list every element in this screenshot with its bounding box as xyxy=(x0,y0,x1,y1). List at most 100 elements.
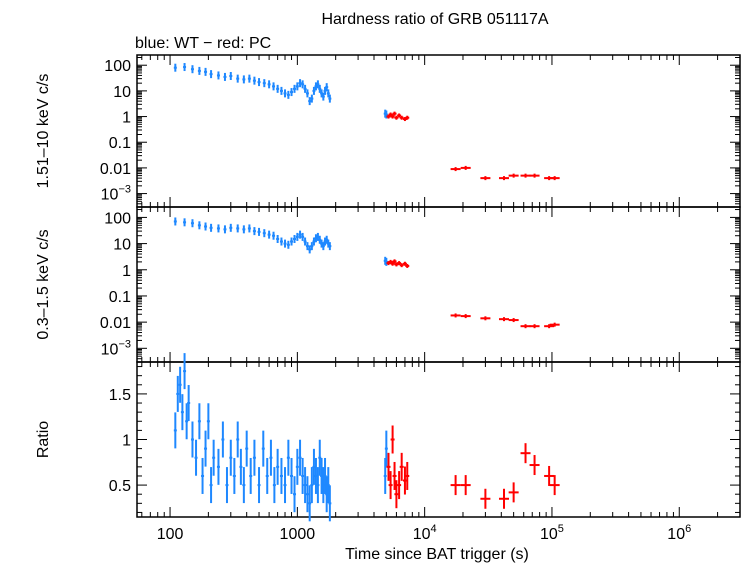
y-tick-label: 1 xyxy=(122,263,131,280)
data-point xyxy=(187,385,191,422)
series-WT xyxy=(173,63,388,119)
data-point xyxy=(460,165,471,170)
data-point xyxy=(286,439,290,476)
data-point xyxy=(326,89,330,98)
chart-title: Hardness ratio of GRB 051117A xyxy=(321,11,548,28)
data-point xyxy=(267,80,271,89)
data-point xyxy=(223,225,227,234)
data-point xyxy=(397,261,402,266)
data-point xyxy=(190,65,194,74)
data-point xyxy=(252,227,256,236)
data-point xyxy=(321,92,325,101)
data-point xyxy=(262,229,266,238)
data-point xyxy=(310,94,314,103)
data-point xyxy=(283,239,287,248)
data-point xyxy=(293,234,297,243)
data-point xyxy=(286,90,290,99)
panel-frame xyxy=(136,206,741,363)
data-point xyxy=(392,461,397,490)
data-point xyxy=(508,318,519,323)
data-point xyxy=(232,457,236,494)
y-tick-label: 100 xyxy=(104,58,131,75)
data-point xyxy=(283,467,287,504)
data-point xyxy=(279,86,283,95)
y-axis-label-soft: 0.3–1.5 keV c/s xyxy=(35,229,52,339)
data-point xyxy=(183,353,187,390)
data-point xyxy=(310,467,314,504)
data-point xyxy=(388,471,393,500)
data-point xyxy=(480,488,491,509)
data-point xyxy=(178,366,182,403)
data-point xyxy=(185,403,189,440)
data-point xyxy=(326,467,330,504)
data-point xyxy=(262,79,266,88)
data-point xyxy=(180,394,184,431)
data-point xyxy=(269,439,273,476)
data-point xyxy=(384,257,388,266)
chart-subtitle: blue: WT − red: PC xyxy=(135,35,271,52)
data-point xyxy=(229,439,233,476)
data-point xyxy=(279,237,283,246)
data-point xyxy=(394,480,399,509)
data-point xyxy=(328,242,332,251)
data-point xyxy=(190,421,194,458)
data-point xyxy=(383,457,387,494)
data-point xyxy=(229,223,233,232)
data-point xyxy=(212,439,216,476)
data-point xyxy=(390,114,395,119)
data-point xyxy=(328,485,332,522)
data-point xyxy=(252,76,256,85)
data-point xyxy=(279,457,283,494)
data-point xyxy=(323,457,327,494)
data-point xyxy=(242,467,246,504)
data-point xyxy=(247,74,251,83)
data-point xyxy=(392,111,397,116)
data-point xyxy=(276,84,280,93)
data-point xyxy=(303,467,307,504)
data-point xyxy=(242,75,246,84)
data-point xyxy=(286,240,290,249)
data-point xyxy=(318,84,322,93)
data-point xyxy=(221,421,225,458)
data-point xyxy=(272,82,276,91)
data-point xyxy=(206,403,210,440)
panel-soft: 100 10 1 0.1 0.01 10−3 0.3–1.5 keV c/s xyxy=(35,206,741,363)
data-point xyxy=(460,314,471,319)
y-tick-label: 0.1 xyxy=(109,289,131,306)
data-point xyxy=(402,261,407,266)
data-point xyxy=(508,173,519,178)
x-axis-label: Time since BAT trigger (s) xyxy=(345,546,529,563)
data-point xyxy=(529,173,540,178)
x-tick-label: 100 xyxy=(157,526,184,543)
x-tick-label: 104 xyxy=(413,523,437,543)
data-point xyxy=(295,448,299,485)
data-point xyxy=(529,455,540,476)
data-point xyxy=(529,324,540,329)
y-tick-label: 1.5 xyxy=(109,387,131,404)
data-point xyxy=(261,430,265,467)
data-point xyxy=(216,224,220,233)
data-point xyxy=(388,112,393,117)
data-point xyxy=(290,457,294,494)
data-point xyxy=(283,89,287,98)
data-point xyxy=(549,176,560,181)
data-point xyxy=(173,217,177,226)
data-point xyxy=(249,457,253,494)
data-point xyxy=(328,94,332,103)
data-point xyxy=(498,488,509,509)
data-point xyxy=(316,80,320,89)
series-WT xyxy=(173,353,388,522)
data-point xyxy=(197,66,201,75)
data-point xyxy=(239,448,243,485)
data-point xyxy=(392,259,397,264)
data-point xyxy=(394,115,399,120)
data-point xyxy=(480,316,491,321)
data-point xyxy=(325,83,329,92)
y-axis-label-hard: 1.51–10 keV c/s xyxy=(35,74,52,189)
data-point xyxy=(310,242,314,251)
data-point xyxy=(290,237,294,246)
data-point xyxy=(242,225,246,234)
data-point xyxy=(257,467,261,504)
data-point xyxy=(276,234,280,243)
data-point xyxy=(204,67,208,76)
